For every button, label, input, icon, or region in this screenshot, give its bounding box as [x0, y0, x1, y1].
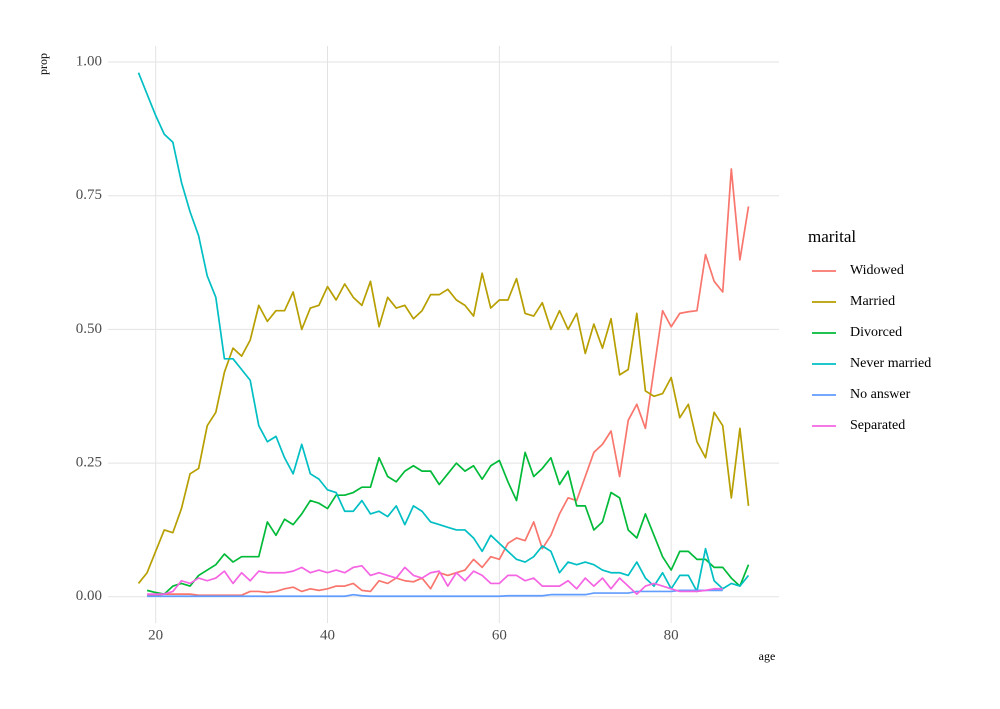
y-tick-label: 0.00	[76, 588, 102, 604]
y-tick-label: 1.00	[76, 53, 102, 69]
legend-label: Separated	[850, 418, 905, 433]
x-tick-label: 40	[320, 627, 335, 643]
x-tick-label: 80	[664, 627, 679, 643]
legend-label: Widowed	[850, 263, 904, 278]
series-line	[147, 589, 723, 598]
series-line	[147, 168, 750, 597]
series-line	[137, 72, 750, 593]
legend: Widowed Married Divorced Never married No an…	[812, 263, 931, 433]
y-tick-label: 0.75	[76, 187, 102, 203]
legend-title: marital	[808, 227, 856, 246]
y-axis-title: prop	[36, 53, 50, 75]
legend-label: Married	[850, 294, 895, 309]
grid	[108, 46, 779, 623]
legend-label: Never married	[850, 356, 931, 371]
x-axis-title: age	[759, 649, 776, 663]
lines	[137, 72, 750, 598]
series-line	[137, 272, 750, 584]
series-line	[146, 451, 750, 595]
legend-label: Divorced	[850, 325, 902, 340]
series-line	[147, 564, 723, 595]
legend-label: No answer	[850, 387, 911, 402]
y-tick-label: 0.25	[76, 455, 102, 471]
x-tick-label: 20	[148, 627, 163, 643]
x-tick-label: 60	[492, 627, 507, 643]
y-tick-label: 0.50	[76, 321, 102, 337]
